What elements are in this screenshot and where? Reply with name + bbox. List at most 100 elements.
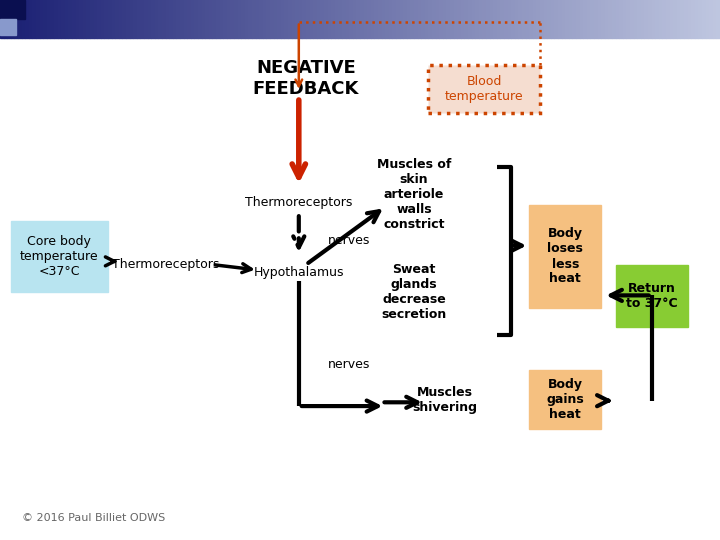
Bar [198,0,202,38]
Bar [608,0,612,38]
Bar [533,0,536,38]
Bar [230,0,234,38]
Bar [202,0,205,38]
Bar [122,0,126,38]
FancyBboxPatch shape [529,370,601,429]
Bar [508,0,511,38]
Bar [706,0,709,38]
Bar [580,0,583,38]
Bar [673,0,677,38]
FancyBboxPatch shape [616,265,688,327]
Bar [698,0,702,38]
Bar [529,0,533,38]
Bar [518,0,522,38]
Bar [194,0,198,38]
Bar [176,0,180,38]
Bar [7,0,11,38]
Bar [58,0,61,38]
Bar [0,19,16,35]
Bar [97,0,101,38]
Bar [0,0,25,19]
Bar [515,0,518,38]
Bar [659,0,662,38]
Bar [493,0,497,38]
Bar [677,0,680,38]
Bar [184,0,187,38]
Bar [544,0,547,38]
Bar [425,0,428,38]
Bar [65,0,68,38]
Bar [583,0,587,38]
Bar [288,0,292,38]
Bar [497,0,500,38]
Bar [479,0,482,38]
Bar [277,0,281,38]
Text: Sweat
glands
decrease
secretion: Sweat glands decrease secretion [382,262,446,321]
Bar [76,0,79,38]
Bar [702,0,706,38]
Bar [220,0,223,38]
Bar [32,0,36,38]
Bar [104,0,108,38]
Bar [256,0,259,38]
Bar [626,0,630,38]
Bar [130,0,133,38]
Bar [162,0,166,38]
Bar [25,0,29,38]
Bar [432,0,436,38]
Bar [562,0,565,38]
FancyBboxPatch shape [11,221,108,292]
Bar [590,0,594,38]
Bar [83,0,86,38]
Bar [472,0,475,38]
Bar [349,0,353,38]
FancyBboxPatch shape [428,65,540,113]
Bar [29,0,32,38]
Bar [688,0,691,38]
Bar [90,0,94,38]
Bar [522,0,526,38]
Bar [392,0,396,38]
Bar [374,0,378,38]
Bar [54,0,58,38]
Bar [245,0,248,38]
Bar [587,0,590,38]
Text: Return
to 37°C: Return to 37°C [626,282,678,309]
Bar [166,0,169,38]
Text: Thermoreceptors: Thermoreceptors [112,258,220,271]
Bar [389,0,392,38]
Text: Thermoreceptors: Thermoreceptors [245,196,353,209]
Bar [144,0,148,38]
Bar [436,0,439,38]
Bar [360,0,364,38]
Bar [216,0,220,38]
Bar [313,0,317,38]
Bar [302,0,306,38]
Text: © 2016 Paul Billiet ODWS: © 2016 Paul Billiet ODWS [22,514,165,523]
Bar [346,0,349,38]
Bar [594,0,598,38]
Bar [310,0,313,38]
Bar [490,0,493,38]
Bar [670,0,673,38]
Text: Hypothalamus: Hypothalamus [253,266,344,279]
Bar [68,0,72,38]
Bar [108,0,112,38]
Bar [482,0,486,38]
Bar [320,0,324,38]
Bar [338,0,342,38]
Bar [623,0,626,38]
Bar [292,0,295,38]
Bar [414,0,418,38]
Bar [324,0,328,38]
Bar [454,0,457,38]
Bar [94,0,97,38]
Bar [616,0,619,38]
Bar [421,0,425,38]
Bar [328,0,331,38]
Bar [47,0,50,38]
Bar [511,0,515,38]
Bar [461,0,464,38]
Bar [558,0,562,38]
Bar [140,0,144,38]
